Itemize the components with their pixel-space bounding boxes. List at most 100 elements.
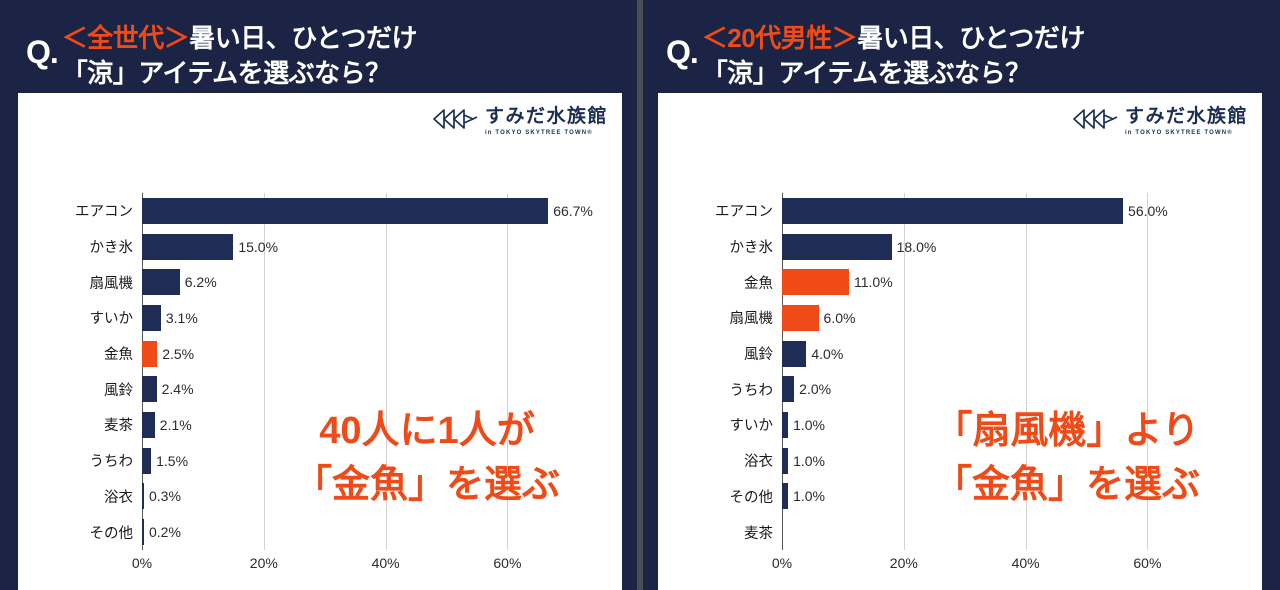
question-line-1: ＜20代男性＞暑い日、ひとつだけ <box>701 21 1086 56</box>
x-axis-tick-label: 40% <box>1011 555 1040 571</box>
chart-bar-row: エアコン 66.7% <box>18 193 622 229</box>
brand-logo-text: すみだ水族館 in TOKYO SKYTREE TOWN® <box>485 107 608 136</box>
chart-axis-zero-line <box>782 193 783 550</box>
question-text-left: ＜全世代＞暑い日、ひとつだけ 「涼」アイテムを選ぶなら？ <box>61 21 418 91</box>
chart-gridline <box>1147 193 1149 550</box>
chart-gridline <box>385 193 387 550</box>
chart-bar-row: エアコン 56.0% <box>658 193 1262 229</box>
question-line-2: 「涼」アイテムを選ぶなら？ <box>701 57 1031 88</box>
bar-and-value: 2.4% <box>142 371 194 407</box>
bar-category-label: 扇風機 <box>89 275 134 292</box>
brand-tagline: in TOKYO SKYTREE TOWN® <box>1124 130 1233 136</box>
chart-bar-row: かき氷 18.0% <box>658 229 1262 265</box>
bar-and-value: 11.0% <box>782 264 893 300</box>
bar-segment <box>142 340 158 367</box>
bar-and-value: 0.3% <box>142 479 181 515</box>
brand-name: すみだ水族館 <box>484 106 608 127</box>
question-line-2: 「涼」アイテムを選ぶなら？ <box>61 57 391 88</box>
panel-all-generations: Q. ＜全世代＞暑い日、ひとつだけ 「涼」アイテムを選ぶなら？ <box>18 21 622 590</box>
chart-card-right: すみだ水族館 in TOKYO SKYTREE TOWN® 0% 20% 40% 60… <box>658 93 1262 590</box>
chart-gridline <box>263 193 265 550</box>
bar-chart-left: 0% 20% 40% 60% エアコン 66.7% かき氷 15.0% 扇風機 6.2% すいか 3… <box>18 193 622 590</box>
bar-category-label: 金魚 <box>744 275 773 292</box>
question-segment-accent: ＜20代男性＞ <box>701 23 858 53</box>
bar-and-value: 66.7% <box>142 193 593 229</box>
question-header-right: Q. ＜20代男性＞暑い日、ひとつだけ 「涼」アイテムを選ぶなら？ <box>640 0 1280 93</box>
bar-category-label: 麦茶 <box>104 418 133 435</box>
bar-and-value: 6.2% <box>142 264 217 300</box>
bar-value-label: 15.0% <box>238 238 279 255</box>
chart-bar-row: その他 0.2% <box>18 514 622 550</box>
brand-name: すみだ水族館 <box>1124 106 1248 127</box>
bar-value-label: 6.2% <box>184 274 217 291</box>
brand-logo-right: すみだ水族館 in TOKYO SKYTREE TOWN® <box>1072 107 1248 136</box>
bar-category-label: その他 <box>89 525 134 542</box>
bar-category-label: かき氷 <box>89 240 134 257</box>
bar-category-label: エアコン <box>75 204 133 221</box>
bar-and-value: 1.5% <box>142 443 188 479</box>
panel-divider <box>637 0 643 590</box>
callout-line: 40人に1人が <box>319 410 535 452</box>
chart-gridline <box>1025 193 1027 550</box>
bar-segment <box>142 519 144 546</box>
fish-logo-icon <box>432 107 478 136</box>
chart-gridlines-right: 0% 20% 40% 60% <box>658 193 1262 590</box>
bar-and-value <box>782 514 787 550</box>
fish-logo-icon <box>1072 107 1118 136</box>
bar-segment <box>782 340 807 367</box>
bar-segment <box>782 197 1124 224</box>
bar-segment <box>782 269 849 296</box>
question-segment-rest: 暑い日、ひとつだけ <box>189 23 417 53</box>
bar-category-label: 風鈴 <box>104 382 133 399</box>
chart-bar-row: うちわ 2.0% <box>658 371 1262 407</box>
bar-value-label: 6.0% <box>823 309 856 326</box>
bar-value-label: 2.0% <box>799 381 832 398</box>
bar-value-label: 2.4% <box>161 381 194 398</box>
bar-category-label: 浴衣 <box>744 454 773 471</box>
chart-gridline <box>507 193 509 550</box>
bar-category-label: 扇風機 <box>729 311 774 328</box>
question-line-1: ＜全世代＞暑い日、ひとつだけ <box>61 21 418 56</box>
bar-and-value: 0.2% <box>142 514 181 550</box>
chart-bar-row: 扇風機 6.0% <box>658 300 1262 336</box>
bar-segment <box>782 411 789 438</box>
chart-bar-row: 金魚 2.5% <box>18 336 622 372</box>
bar-and-value: 3.1% <box>142 300 198 336</box>
bar-segment <box>142 411 155 438</box>
bar-value-label: 66.7% <box>553 202 593 219</box>
chart-gridlines-left: 0% 20% 40% 60% <box>18 193 622 590</box>
x-axis-tick-label: 20% <box>249 555 278 571</box>
bar-category-label: うちわ <box>729 382 774 399</box>
bar-category-label: うちわ <box>89 454 134 471</box>
chart-bar-row: 風鈴 2.4% <box>18 371 622 407</box>
question-segment-accent: ＜全世代＞ <box>61 23 190 53</box>
bar-segment <box>142 197 549 224</box>
bar-category-label: エアコン <box>715 204 773 221</box>
chart-bar-row: 浴衣 1.0% <box>658 443 1262 479</box>
bar-value-label: 56.0% <box>1128 202 1168 219</box>
bar-segment <box>142 233 234 260</box>
bar-value-label: 0.3% <box>149 488 181 505</box>
bar-and-value: 2.1% <box>142 407 192 443</box>
bar-segment <box>782 483 789 510</box>
x-axis-tick-label: 20% <box>889 555 918 571</box>
callout-line: 「金魚」を選ぶ <box>293 463 560 506</box>
chart-rows-right: エアコン 56.0% かき氷 18.0% 金魚 11.0% 扇風機 6.0% 風鈴 4.0% うちわ… <box>658 193 1262 550</box>
chart-gridline <box>903 193 905 550</box>
bar-value-label: 0.2% <box>149 524 181 541</box>
bar-category-label: 麦茶 <box>744 525 773 542</box>
bar-and-value: 15.0% <box>142 229 278 265</box>
bar-category-label: かき氷 <box>729 240 774 257</box>
bar-and-value: 4.0% <box>782 336 843 372</box>
bar-category-label: 金魚 <box>104 347 133 364</box>
x-axis-tick-label: 60% <box>493 555 522 571</box>
question-text-right: ＜20代男性＞暑い日、ひとつだけ 「涼」アイテムを選ぶなら？ <box>701 21 1086 91</box>
bar-chart-right: 0% 20% 40% 60% エアコン 56.0% かき氷 18.0% 金魚 11.0% 扇風機 6… <box>658 193 1262 590</box>
bar-value-label: 1.0% <box>793 416 825 433</box>
bar-and-value: 1.0% <box>782 479 825 515</box>
bar-value-label: 1.0% <box>793 488 825 505</box>
question-segment-rest: 暑い日、ひとつだけ <box>857 23 1085 53</box>
bar-and-value: 2.0% <box>782 371 831 407</box>
chart-bar-row: うちわ 1.5% <box>18 443 622 479</box>
bar-value-label: 4.0% <box>811 345 844 362</box>
